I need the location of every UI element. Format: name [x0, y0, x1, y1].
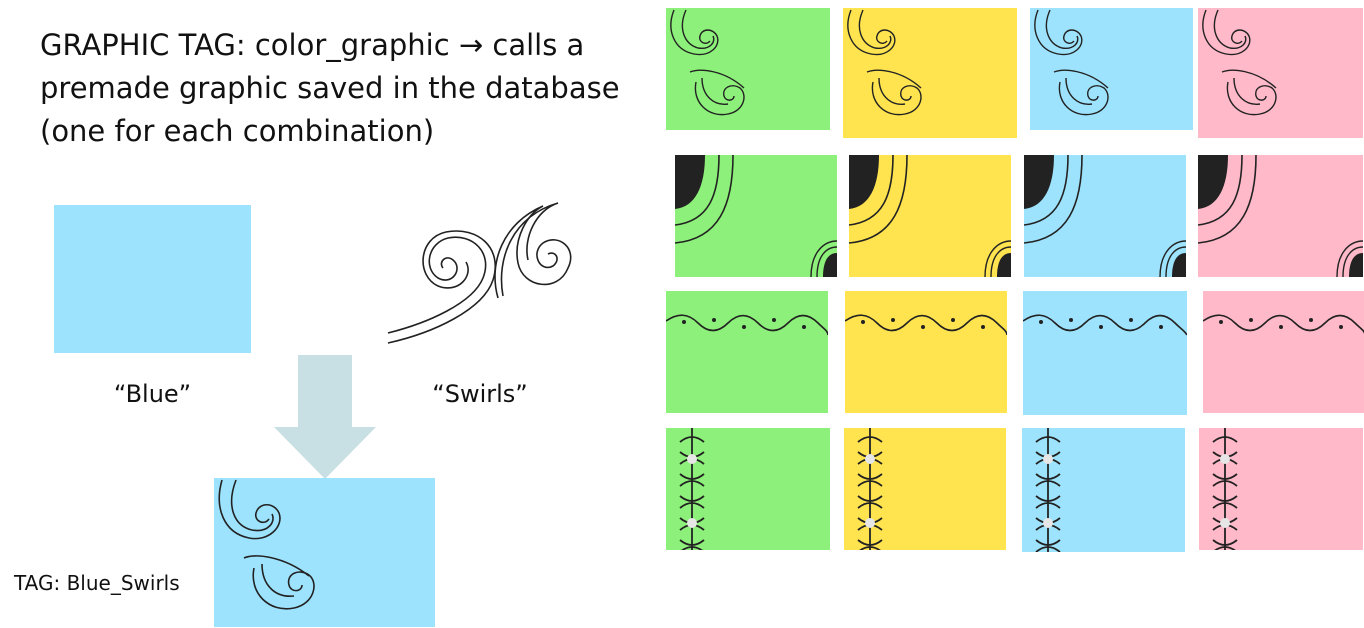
green-swirls-tile	[666, 8, 830, 130]
corner-arcs-graphic	[675, 155, 837, 277]
swirls-graphic	[1034, 9, 1109, 116]
swirls-graphic-sample	[387, 202, 572, 344]
swirls-graphic	[847, 9, 922, 116]
yellow-vertical-chain-tile	[844, 428, 1006, 550]
blue-swirls-tile	[1030, 8, 1193, 130]
pink-swirls-tile	[1198, 8, 1363, 138]
swirls-graphic	[218, 479, 315, 610]
heading-line-3: (one for each combination)	[40, 114, 435, 148]
blue-color-swatch	[54, 205, 251, 353]
green-vertical-chain-tile	[666, 428, 830, 550]
swirls-graphic	[670, 9, 745, 116]
pink-vertical-chain-tile	[1199, 428, 1363, 550]
wave-dots-graphic	[666, 314, 828, 336]
wave-dots-graphic	[845, 314, 1007, 336]
blue-swirls-result-tile	[214, 478, 435, 627]
corner-arcs-graphic	[1024, 155, 1186, 277]
color-label: “Blue”	[113, 380, 192, 408]
wave-dots-graphic	[1023, 314, 1187, 336]
blue-corner-arcs-tile	[1024, 155, 1186, 277]
graphic-label: “Swirls”	[432, 380, 528, 408]
arrow-down-icon	[274, 355, 376, 479]
result-tag-label: TAG: Blue_Swirls	[14, 571, 180, 595]
green-corner-arcs-tile	[675, 155, 837, 277]
vertical-chain-graphic	[679, 428, 705, 550]
page-heading: GRAPHIC TAG: color_graphic → calls a pre…	[40, 24, 640, 153]
corner-arcs-graphic	[1198, 155, 1363, 277]
yellow-swirls-tile	[843, 8, 1017, 138]
heading-line-2: premade graphic saved in the database	[40, 71, 620, 105]
heading-line-1: GRAPHIC TAG: color_graphic → calls a	[40, 28, 585, 62]
blue-vertical-chain-tile	[1022, 428, 1185, 552]
green-wave-dots-tile	[666, 291, 828, 413]
pink-wave-dots-tile	[1203, 291, 1364, 413]
blue-wave-dots-tile	[1023, 291, 1187, 415]
vertical-chain-graphic	[1212, 428, 1238, 550]
yellow-wave-dots-tile	[845, 291, 1007, 413]
vertical-chain-graphic	[1035, 428, 1061, 552]
pink-corner-arcs-tile	[1198, 155, 1363, 277]
vertical-chain-graphic	[857, 428, 883, 550]
yellow-corner-arcs-tile	[849, 155, 1011, 277]
corner-arcs-graphic	[849, 155, 1011, 277]
wave-dots-graphic	[1203, 314, 1364, 334]
swirls-graphic	[1202, 9, 1277, 116]
